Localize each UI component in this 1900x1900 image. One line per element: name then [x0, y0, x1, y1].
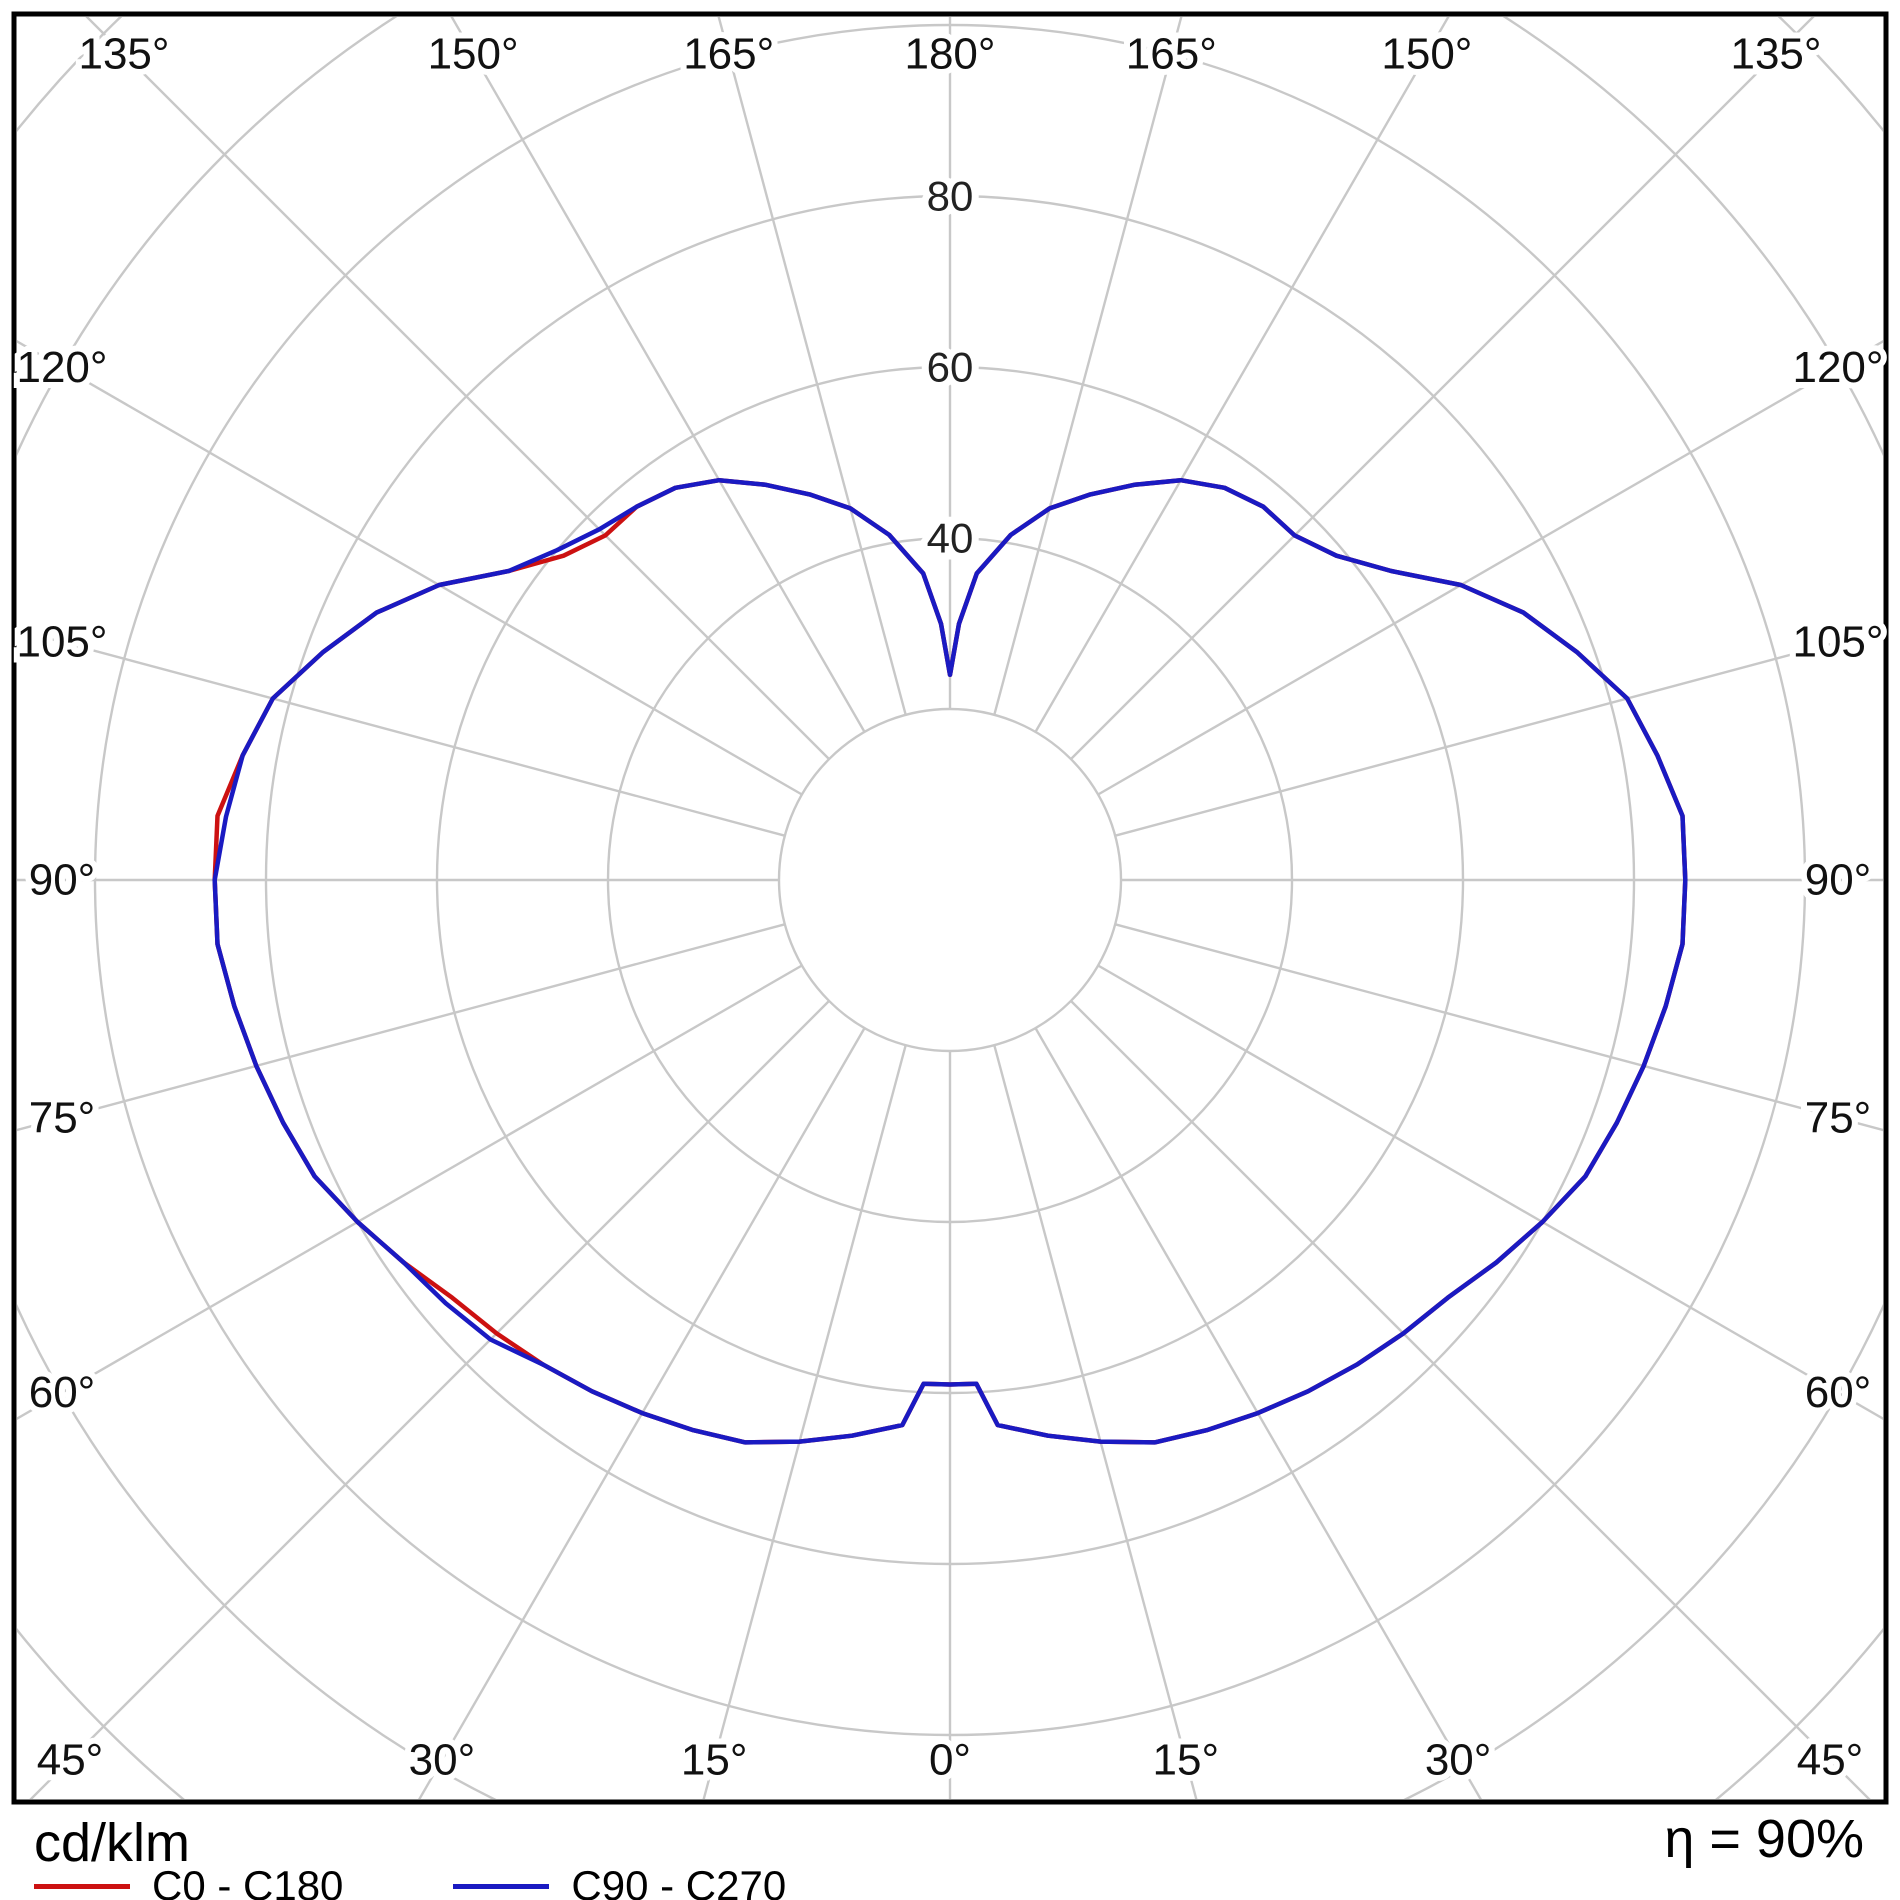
radial-tick-label: 80 [927, 173, 974, 220]
grid-spoke [702, 1044, 907, 1799]
angle-label: 60° [1805, 1368, 1872, 1417]
curve-c90-c270 [212, 477, 1688, 1445]
grid-spoke [1097, 339, 1883, 796]
legend-label-c0-c180: C0 - C180 [152, 1862, 344, 1900]
angle-label: 0° [929, 1736, 971, 1785]
intensity-curves [212, 477, 1688, 1445]
angle-label: 105° [16, 618, 107, 667]
angle-label: 90° [1805, 856, 1872, 905]
angle-label: 105° [1792, 618, 1883, 667]
grid-spoke [1070, 17, 1815, 760]
angle-label: 135° [78, 30, 169, 79]
angle-label: 150° [1381, 30, 1472, 79]
grid-spoke [17, 964, 803, 1421]
angle-label: 30° [409, 1736, 476, 1785]
grid-spoke [17, 339, 803, 796]
c0-c180-line-swatch [34, 1883, 130, 1889]
grid-spoke [1114, 628, 1883, 837]
unit-label: cd/klm [34, 1813, 191, 1873]
angle-label: 15° [1153, 1736, 1220, 1785]
grid-spoke [450, 17, 866, 733]
angle-label: 90° [29, 856, 96, 905]
radial-tick-label: 60 [927, 344, 974, 391]
grid-spoke [993, 1044, 1198, 1799]
angle-label: 135° [1730, 30, 1821, 79]
grid-spoke [17, 923, 786, 1132]
c90-c270-line-swatch [453, 1883, 550, 1889]
angle-label: 180° [904, 30, 995, 79]
grid-spoke [17, 628, 786, 837]
efficiency-label: η = 90% [1664, 1809, 1864, 1869]
grid-spoke [1097, 964, 1883, 1421]
angle-label: 165° [1126, 30, 1217, 79]
legend-label-c90-c270: C90 - C270 [571, 1862, 787, 1900]
angle-labels: 0° 15° 15° 30° 30° 45° 45° 60° 60° 75° 75° 90° 90° 10… [10, 24, 1889, 1791]
angle-label: 75° [1805, 1093, 1872, 1142]
angle-label: 120° [16, 343, 107, 392]
grid-spoke [1114, 923, 1883, 1132]
grid-spoke [717, 17, 907, 716]
angle-label: 75° [29, 1093, 96, 1142]
angle-label: 30° [1425, 1736, 1492, 1785]
legend-item-c90-c270: C90 - C270 [453, 1862, 786, 1900]
grid-spoke [1070, 1000, 1871, 1799]
radial-tick-label: 40 [927, 515, 974, 562]
grid-spoke [418, 1027, 866, 1799]
angle-label: 165° [683, 30, 774, 79]
grid-spoke [1034, 17, 1450, 733]
angle-label: 120° [1792, 343, 1883, 392]
grid-spoke [1034, 1027, 1482, 1799]
grid-spoke [85, 17, 830, 760]
radial-tick-labels: 40 60 80 [920, 166, 981, 569]
grid-spoke [993, 17, 1183, 716]
grid-spoke [29, 1000, 830, 1799]
legend: C0 - C180 C90 - C270 [34, 1862, 896, 1900]
legend-item-c0-c180: C0 - C180 [34, 1862, 343, 1900]
angle-label: 45° [1797, 1736, 1864, 1785]
angle-label: 150° [428, 30, 519, 79]
angle-label: 60° [29, 1368, 96, 1417]
angle-label: 45° [37, 1736, 104, 1785]
angle-label: 15° [681, 1736, 748, 1785]
